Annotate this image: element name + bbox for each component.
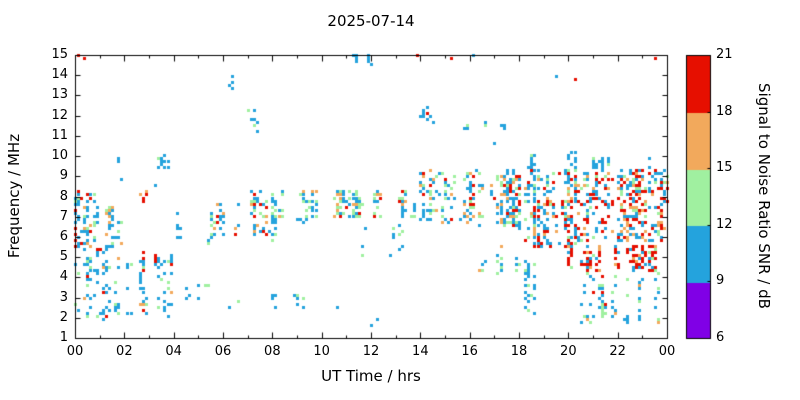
y-tick-label: 9: [59, 168, 68, 184]
x-tick-label: 00: [658, 344, 676, 359]
x-tick-label: 04: [165, 344, 182, 359]
colorbar-tick-label: 15: [716, 160, 733, 176]
y-tick-label: 13: [51, 87, 68, 103]
x-tick-label: 02: [116, 344, 133, 359]
y-tick-label: 12: [51, 107, 68, 123]
y-tick-label: 1: [59, 330, 68, 345]
x-tick-label: 06: [214, 344, 232, 359]
y-tick-label: 14: [51, 67, 68, 83]
y-tick-label: 2: [59, 309, 68, 325]
y-tick-label: 6: [59, 228, 68, 244]
colorbar-tick-label: 18: [716, 103, 733, 119]
colorbar-tick-label: 9: [716, 273, 725, 289]
x-tick-label: 08: [264, 344, 281, 359]
x-tick-label: 20: [560, 344, 577, 359]
y-axis-label: Frequency / MHz: [5, 133, 23, 259]
y-tick-label: 8: [59, 188, 68, 204]
colorbar-tick-label: 12: [716, 216, 733, 232]
x-tick-label: 22: [609, 344, 626, 359]
chart-title: 2025-07-14: [327, 12, 415, 30]
x-axis-label: UT Time / hrs: [321, 367, 421, 385]
y-tick-label: 7: [59, 208, 68, 224]
x-tick-label: 12: [362, 344, 380, 359]
x-tick-label: 00: [66, 344, 84, 359]
y-tick-label: 5: [59, 249, 68, 265]
y-tick-label: 3: [59, 289, 68, 305]
y-tick-label: 4: [59, 269, 68, 285]
colorbar-tick-label: 21: [716, 47, 733, 62]
y-tick-label: 11: [51, 127, 68, 143]
colorbar-tick-label: 6: [716, 330, 725, 345]
y-tick-label: 15: [51, 47, 68, 62]
x-tick-label: 16: [461, 344, 478, 359]
x-tick-label: 14: [412, 344, 429, 359]
y-tick-label: 10: [51, 148, 68, 164]
x-tick-label: 10: [313, 344, 330, 359]
colorbar-label: Signal to Noise Ratio SNR / dB: [755, 83, 773, 309]
x-tick-label: 18: [510, 344, 528, 359]
